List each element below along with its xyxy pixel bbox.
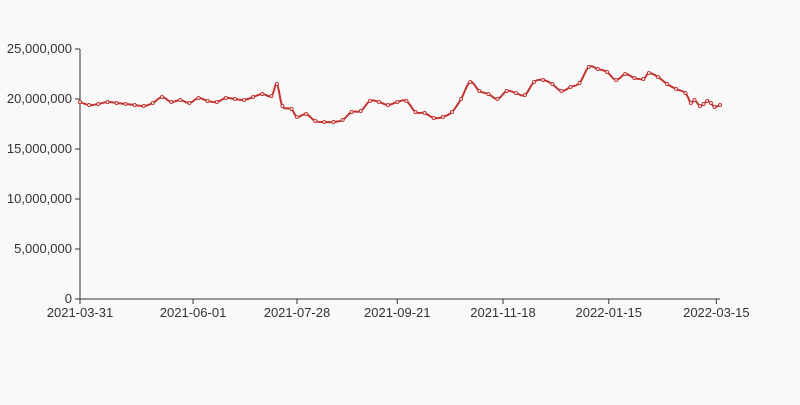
data-point[interactable] — [577, 81, 582, 85]
data-point[interactable] — [331, 120, 336, 124]
data-point[interactable] — [214, 100, 219, 104]
data-point[interactable] — [242, 98, 247, 102]
data-point[interactable] — [504, 89, 509, 93]
data-point[interactable] — [223, 96, 228, 100]
data-point[interactable] — [522, 93, 527, 97]
data-point[interactable] — [486, 92, 491, 96]
x-axis: 2021-03-31 2021-06-01 2021-07-28 2021-09-21… — [47, 298, 750, 320]
x-tick-label: 2021-06-01 — [160, 305, 227, 320]
data-point[interactable] — [708, 101, 713, 105]
data-point[interactable] — [623, 72, 628, 76]
data-point[interactable] — [632, 76, 637, 80]
data-point[interactable] — [586, 65, 591, 69]
x-tick-label: 2022-03-15 — [683, 305, 750, 320]
data-point[interactable] — [656, 75, 660, 79]
x-tick-label: 2021-09-21 — [364, 305, 431, 320]
data-point[interactable] — [646, 71, 651, 75]
data-point[interactable] — [178, 98, 183, 102]
data-point[interactable] — [313, 119, 318, 123]
data-point[interactable] — [404, 99, 409, 103]
data-point[interactable] — [280, 104, 285, 108]
y-tick-label: 10,000,000 — [7, 191, 72, 206]
data-point[interactable] — [274, 82, 279, 86]
data-point[interactable] — [665, 82, 670, 86]
data-point[interactable] — [422, 111, 427, 115]
data-point[interactable] — [187, 101, 192, 105]
data-point[interactable] — [605, 70, 609, 74]
data-point[interactable] — [78, 100, 82, 104]
data-point[interactable] — [377, 100, 381, 104]
x-tick-label: 2021-11-18 — [470, 305, 536, 320]
data-point[interactable] — [459, 97, 464, 101]
data-point[interactable] — [692, 98, 697, 102]
data-point[interactable] — [431, 116, 436, 120]
data-point[interactable] — [304, 112, 309, 116]
data-point[interactable] — [349, 110, 354, 114]
data-point[interactable] — [114, 101, 119, 105]
data-point[interactable] — [251, 95, 256, 99]
data-point[interactable] — [450, 110, 454, 114]
data-point[interactable] — [705, 99, 710, 103]
y-axis: 0 5,000,000 10,000,000 15,000,000 20,000,000… — [7, 41, 81, 306]
data-point[interactable] — [233, 97, 237, 101]
data-point[interactable] — [340, 118, 345, 122]
data-point[interactable] — [395, 100, 400, 104]
data-point[interactable] — [196, 96, 201, 100]
data-point[interactable] — [123, 102, 128, 106]
data-point[interactable] — [712, 105, 717, 109]
data-point[interactable] — [160, 95, 165, 99]
x-tick-label: 2022-01-15 — [576, 305, 643, 320]
y-tick-label: 5,000,000 — [14, 241, 72, 256]
data-point[interactable] — [295, 115, 299, 119]
data-point[interactable] — [150, 101, 155, 105]
data-point[interactable] — [513, 91, 518, 95]
y-tick-label: 25,000,000 — [7, 41, 72, 56]
data-point[interactable] — [367, 99, 372, 103]
series-layer — [78, 65, 722, 124]
x-tick-label: 2021-07-28 — [264, 305, 331, 320]
data-point[interactable] — [322, 120, 327, 124]
y-tick-label: 0 — [65, 291, 72, 306]
data-point[interactable] — [269, 94, 274, 98]
data-point[interactable] — [683, 91, 688, 95]
data-point[interactable] — [697, 104, 702, 108]
data-point[interactable] — [674, 87, 679, 91]
data-point[interactable] — [169, 100, 174, 104]
data-point[interactable] — [568, 85, 573, 89]
y-tick-label: 20,000,000 — [7, 91, 72, 106]
data-point[interactable] — [614, 78, 619, 82]
data-point[interactable] — [141, 104, 146, 108]
data-point[interactable] — [595, 67, 600, 71]
data-point[interactable] — [688, 101, 693, 105]
data-point[interactable] — [260, 92, 265, 96]
data-point[interactable] — [701, 102, 706, 106]
y-tick-label: 15,000,000 — [7, 141, 72, 156]
data-point[interactable] — [532, 80, 536, 84]
data-point[interactable] — [477, 89, 482, 93]
data-point[interactable] — [132, 103, 137, 107]
data-point[interactable] — [87, 103, 92, 107]
data-point[interactable] — [550, 82, 555, 86]
data-point[interactable] — [440, 115, 445, 119]
data-point[interactable] — [358, 109, 363, 113]
data-point[interactable] — [641, 77, 646, 81]
data-point[interactable] — [495, 97, 500, 101]
data-point[interactable] — [468, 80, 473, 84]
data-point[interactable] — [386, 103, 391, 107]
data-point[interactable] — [541, 78, 546, 82]
data-point[interactable] — [105, 100, 110, 104]
data-point[interactable] — [559, 89, 564, 93]
data-point[interactable] — [718, 103, 722, 107]
data-point[interactable] — [413, 110, 418, 114]
x-tick-label: 2021-03-31 — [47, 305, 114, 320]
data-point[interactable] — [289, 107, 294, 111]
data-point[interactable] — [205, 99, 210, 103]
data-point[interactable] — [96, 102, 101, 106]
